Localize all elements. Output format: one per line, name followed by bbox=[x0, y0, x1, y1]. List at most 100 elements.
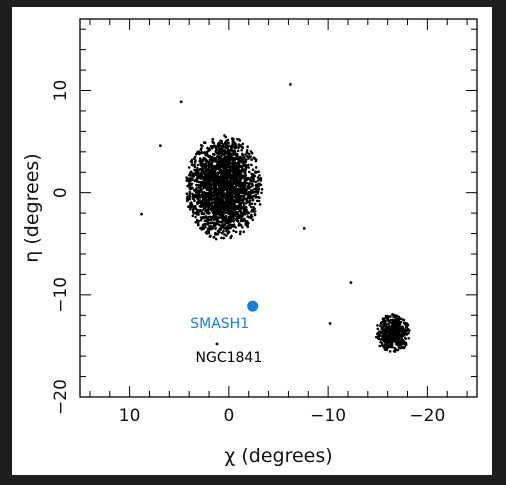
scatter-point bbox=[257, 199, 261, 203]
scatter-point bbox=[199, 160, 203, 164]
scatter-point bbox=[393, 333, 396, 337]
scatter-point bbox=[383, 325, 387, 328]
scatter-point bbox=[227, 209, 231, 213]
scatter-point bbox=[328, 322, 332, 325]
scatter-point bbox=[201, 151, 205, 155]
scatter-point bbox=[185, 192, 189, 195]
scatter-point bbox=[245, 199, 249, 202]
scatter-point bbox=[404, 322, 407, 326]
scatter-point bbox=[396, 348, 400, 352]
scatter-point bbox=[202, 227, 206, 231]
scatter-point bbox=[214, 231, 217, 235]
scatter-point bbox=[194, 153, 198, 156]
scatter-point bbox=[242, 176, 246, 180]
scatter-point bbox=[212, 215, 215, 218]
scatter-point bbox=[254, 166, 258, 169]
scatter-point bbox=[240, 145, 244, 149]
scatter-point bbox=[221, 183, 224, 186]
scatter-point bbox=[228, 223, 231, 227]
scatter-point bbox=[209, 222, 212, 225]
scatter-point bbox=[215, 173, 219, 177]
scatter-point bbox=[215, 195, 219, 198]
scatter-point bbox=[200, 180, 203, 184]
ngc1841-label: NGC1841 bbox=[196, 350, 263, 366]
scatter-point bbox=[190, 163, 194, 166]
scatter-point bbox=[393, 350, 397, 353]
scatter-point bbox=[205, 170, 208, 173]
scatter-point bbox=[385, 339, 388, 343]
scatter-point bbox=[204, 196, 207, 199]
scatter-point bbox=[186, 199, 189, 203]
scatter-point bbox=[202, 223, 205, 226]
scatter-point bbox=[204, 164, 207, 168]
scatter-point bbox=[215, 217, 219, 221]
scatter-point bbox=[404, 337, 407, 341]
scatter-point bbox=[256, 192, 259, 195]
scatter-point bbox=[260, 187, 264, 191]
scatter-point bbox=[220, 172, 223, 176]
scatter-point bbox=[228, 191, 232, 194]
scatter-point bbox=[237, 161, 240, 165]
scatter-point bbox=[234, 211, 238, 214]
scatter-point bbox=[215, 165, 218, 168]
scatter-point bbox=[214, 199, 217, 203]
scatter-point bbox=[251, 218, 254, 222]
scatter-point bbox=[217, 176, 221, 179]
scatter-point bbox=[188, 173, 191, 177]
scatter-point bbox=[389, 330, 392, 334]
scatter-point bbox=[227, 212, 230, 216]
scatter-point bbox=[386, 319, 389, 322]
scatter-point bbox=[376, 324, 379, 327]
scatter-point bbox=[238, 139, 242, 142]
scatter-point bbox=[193, 173, 197, 176]
scatter-point bbox=[403, 329, 406, 333]
scatter-point bbox=[238, 232, 242, 236]
scatter-point bbox=[253, 202, 257, 206]
scatter-point bbox=[195, 170, 199, 174]
scatter-point bbox=[247, 216, 251, 219]
scatter-point bbox=[256, 195, 260, 199]
scatter-point bbox=[200, 204, 204, 208]
scatter-point bbox=[195, 211, 198, 214]
scatter-point bbox=[211, 140, 214, 144]
scatter-point bbox=[226, 205, 230, 208]
scatter-point bbox=[223, 150, 227, 153]
scatter-point bbox=[200, 147, 203, 150]
scatter-point bbox=[251, 168, 255, 171]
scatter-point bbox=[240, 160, 243, 164]
scatter-point bbox=[232, 229, 235, 233]
scatter-point bbox=[234, 230, 238, 234]
scatter-point bbox=[212, 207, 216, 210]
scatter-point bbox=[229, 220, 232, 224]
scatter-point bbox=[229, 226, 232, 230]
scatter-point bbox=[254, 188, 258, 192]
scatter-point bbox=[226, 169, 229, 173]
scatter-point bbox=[396, 322, 400, 325]
scatter-point bbox=[221, 206, 224, 210]
scatter-point bbox=[223, 209, 226, 213]
scatter-point bbox=[210, 196, 213, 199]
scatter-point bbox=[238, 159, 241, 163]
scatter-point bbox=[395, 342, 398, 346]
x-axis-label: χ (degrees) bbox=[224, 445, 332, 467]
scatter-point bbox=[246, 145, 249, 148]
scatter-point bbox=[192, 205, 195, 208]
scatter-point bbox=[214, 210, 217, 214]
scatter-point bbox=[234, 196, 238, 199]
scatter-point bbox=[248, 170, 251, 174]
scatter-point bbox=[204, 206, 207, 210]
scatter-point bbox=[203, 185, 206, 189]
scatter-point bbox=[196, 166, 199, 170]
scatter-point bbox=[383, 343, 387, 347]
scatter-point bbox=[225, 193, 229, 196]
scatter-point bbox=[390, 342, 394, 345]
scatter-point bbox=[237, 224, 241, 227]
scatter-point bbox=[384, 345, 388, 349]
scatter-point bbox=[223, 180, 227, 183]
scatter-point bbox=[250, 202, 254, 205]
scatter-point bbox=[396, 317, 399, 321]
scatter-point bbox=[257, 170, 260, 173]
scatter-point bbox=[202, 176, 205, 179]
scatter-point bbox=[198, 168, 201, 171]
scatter-point bbox=[249, 195, 252, 199]
